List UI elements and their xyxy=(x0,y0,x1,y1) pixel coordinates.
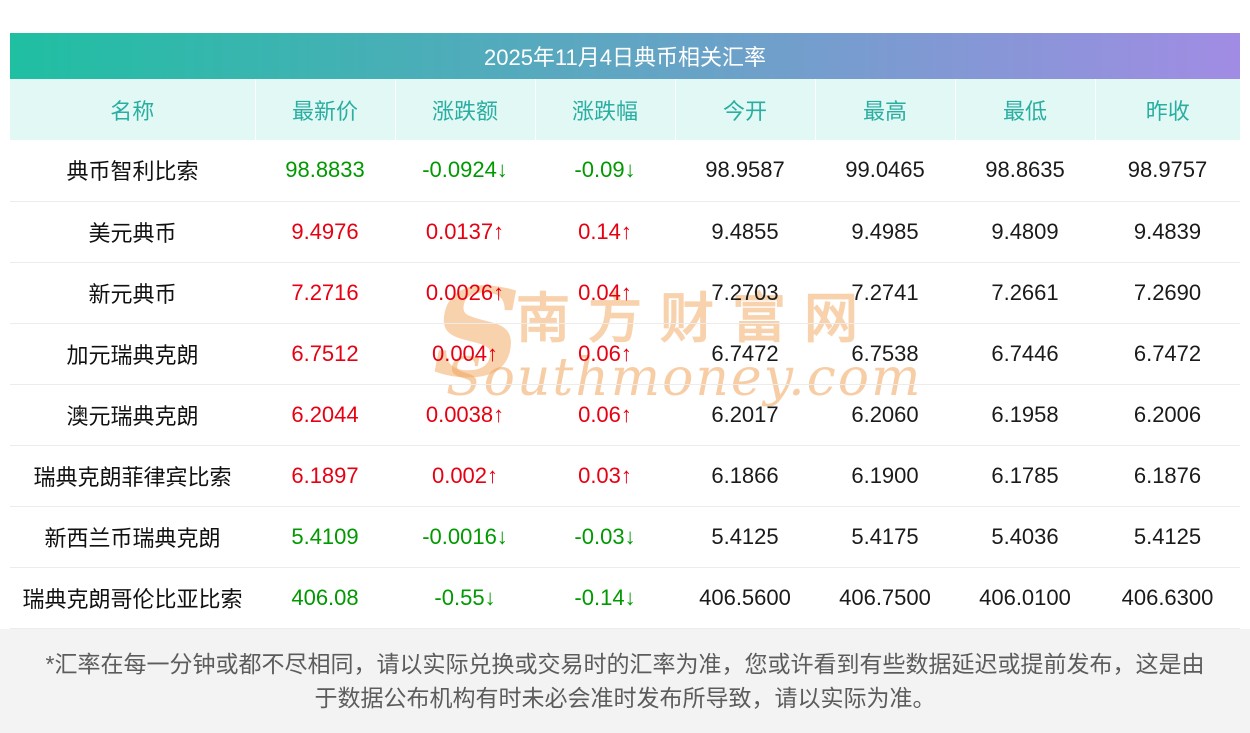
cell-open: 6.2017 xyxy=(675,384,815,446)
cell-pct: -0.03↓ xyxy=(535,506,675,568)
cell-prev: 5.4125 xyxy=(1095,506,1240,568)
cell-open: 6.1866 xyxy=(675,445,815,507)
cell-prev: 98.9757 xyxy=(1095,140,1240,202)
col-header-change: 涨跌额 xyxy=(394,79,535,140)
exchange-rate-table: 名称 最新价 涨跌额 涨跌幅 今开 最高 最低 昨收 典币智利比索 98.8833… xyxy=(10,79,1240,629)
cell-name: 新西兰币瑞典克朗 xyxy=(10,506,255,568)
cell-prev: 9.4839 xyxy=(1095,201,1240,263)
title-bar: 2025年11月4日典币相关汇率 xyxy=(10,33,1240,79)
cell-pct: 0.03↑ xyxy=(535,445,675,507)
cell-latest: 7.2716 xyxy=(255,262,395,324)
cell-name: 典币智利比索 xyxy=(10,140,255,202)
col-header-change-pct: 涨跌幅 xyxy=(534,79,675,140)
cell-open: 7.2703 xyxy=(675,262,815,324)
cell-open: 5.4125 xyxy=(675,506,815,568)
cell-open: 406.5600 xyxy=(675,567,815,629)
disclaimer: *汇率在每一分钟或都不尽相同，请以实际兑换或交易时的汇率为准，您或许看到有些数据… xyxy=(0,629,1250,733)
cell-open: 9.4855 xyxy=(675,201,815,263)
cell-latest: 6.2044 xyxy=(255,384,395,446)
cell-high: 5.4175 xyxy=(815,506,955,568)
cell-prev: 6.2006 xyxy=(1095,384,1240,446)
cell-low: 6.7446 xyxy=(955,323,1095,385)
col-header-prev-close: 昨收 xyxy=(1094,79,1240,140)
table-row: 瑞典克朗哥伦比亚比索 406.08 -0.55↓ -0.14↓ 406.5600 406.… xyxy=(10,567,1240,629)
cell-change: -0.0924↓ xyxy=(395,140,535,202)
cell-latest: 5.4109 xyxy=(255,506,395,568)
table-row: 典币智利比索 98.8833 -0.0924↓ -0.09↓ 98.9587 99.046… xyxy=(10,140,1240,202)
cell-pct: 0.06↑ xyxy=(535,384,675,446)
cell-low: 98.8635 xyxy=(955,140,1095,202)
cell-change: 0.0026↑ xyxy=(395,262,535,324)
cell-change: -0.0016↓ xyxy=(395,506,535,568)
cell-high: 6.1900 xyxy=(815,445,955,507)
cell-pct: 0.06↑ xyxy=(535,323,675,385)
cell-prev: 7.2690 xyxy=(1095,262,1240,324)
table-row: 新西兰币瑞典克朗 5.4109 -0.0016↓ -0.03↓ 5.4125 5.4175… xyxy=(10,506,1240,568)
cell-high: 406.7500 xyxy=(815,567,955,629)
cell-name: 瑞典克朗哥伦比亚比索 xyxy=(10,567,255,629)
cell-low: 9.4809 xyxy=(955,201,1095,263)
table-body: 典币智利比索 98.8833 -0.0924↓ -0.09↓ 98.9587 99.046… xyxy=(10,140,1240,629)
cell-low: 7.2661 xyxy=(955,262,1095,324)
cell-name: 新元典币 xyxy=(10,262,255,324)
cell-high: 6.7538 xyxy=(815,323,955,385)
cell-change: -0.55↓ xyxy=(395,567,535,629)
cell-prev: 406.6300 xyxy=(1095,567,1240,629)
cell-change: 0.002↑ xyxy=(395,445,535,507)
col-header-high: 最高 xyxy=(814,79,955,140)
cell-low: 5.4036 xyxy=(955,506,1095,568)
table-row: 美元典币 9.4976 0.0137↑ 0.14↑ 9.4855 9.4985 9.4809… xyxy=(10,201,1240,263)
cell-pct: 0.14↑ xyxy=(535,201,675,263)
cell-latest: 6.1897 xyxy=(255,445,395,507)
cell-name: 瑞典克朗菲律宾比索 xyxy=(10,445,255,507)
cell-high: 9.4985 xyxy=(815,201,955,263)
cell-pct: -0.09↓ xyxy=(535,140,675,202)
disclaimer-line-2: 于数据公布机构有时未必会准时发布所导致，请以实际为准。 xyxy=(314,685,936,711)
cell-latest: 6.7512 xyxy=(255,323,395,385)
cell-latest: 406.08 xyxy=(255,567,395,629)
table-row: 澳元瑞典克朗 6.2044 0.0038↑ 0.06↑ 6.2017 6.2060 6.19… xyxy=(10,384,1240,446)
cell-latest: 98.8833 xyxy=(255,140,395,202)
cell-high: 7.2741 xyxy=(815,262,955,324)
cell-high: 99.0465 xyxy=(815,140,955,202)
cell-name: 美元典币 xyxy=(10,201,255,263)
col-header-open: 今开 xyxy=(674,79,815,140)
table-row: 瑞典克朗菲律宾比索 6.1897 0.002↑ 0.03↑ 6.1866 6.1900 6.… xyxy=(10,445,1240,507)
cell-low: 406.0100 xyxy=(955,567,1095,629)
cell-pct: -0.14↓ xyxy=(535,567,675,629)
cell-pct: 0.04↑ xyxy=(535,262,675,324)
cell-high: 6.2060 xyxy=(815,384,955,446)
cell-open: 6.7472 xyxy=(675,323,815,385)
page-title: 2025年11月4日典币相关汇率 xyxy=(483,45,766,70)
disclaimer-line-1: *汇率在每一分钟或都不尽相同，请以实际兑换或交易时的汇率为准，您或许看到有些数据… xyxy=(45,651,1205,677)
cell-change: 0.004↑ xyxy=(395,323,535,385)
col-header-low: 最低 xyxy=(954,79,1095,140)
table-row: 新元典币 7.2716 0.0026↑ 0.04↑ 7.2703 7.2741 7.2661… xyxy=(10,262,1240,324)
cell-latest: 9.4976 xyxy=(255,201,395,263)
cell-name: 加元瑞典克朗 xyxy=(10,323,255,385)
header-row: 名称 最新价 涨跌额 涨跌幅 今开 最高 最低 昨收 xyxy=(10,79,1240,140)
cell-change: 0.0137↑ xyxy=(395,201,535,263)
cell-change: 0.0038↑ xyxy=(395,384,535,446)
col-header-latest: 最新价 xyxy=(254,79,395,140)
col-header-name: 名称 xyxy=(10,79,255,140)
cell-prev: 6.7472 xyxy=(1095,323,1240,385)
cell-low: 6.1785 xyxy=(955,445,1095,507)
cell-open: 98.9587 xyxy=(675,140,815,202)
cell-prev: 6.1876 xyxy=(1095,445,1240,507)
table-row: 加元瑞典克朗 6.7512 0.004↑ 0.06↑ 6.7472 6.7538 6.744… xyxy=(10,323,1240,385)
cell-name: 澳元瑞典克朗 xyxy=(10,384,255,446)
cell-low: 6.1958 xyxy=(955,384,1095,446)
